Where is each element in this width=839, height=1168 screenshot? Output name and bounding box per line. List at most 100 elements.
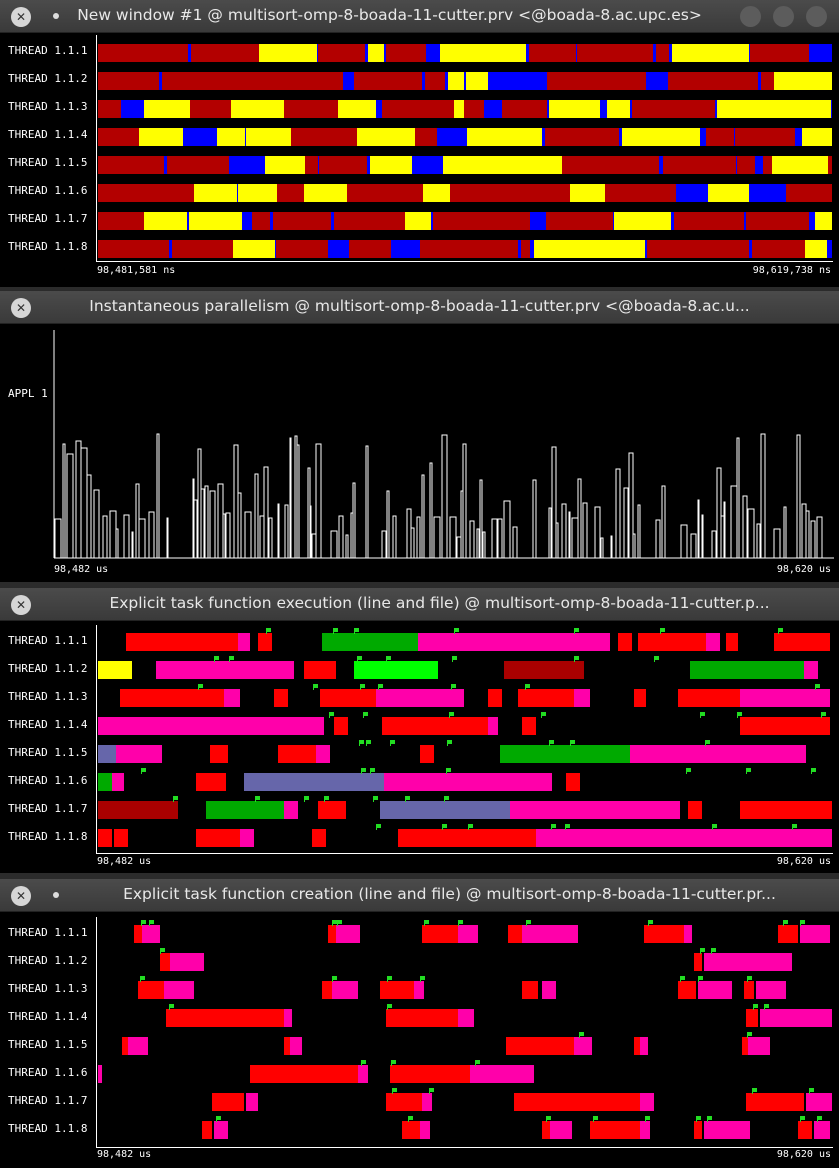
event-flag-icon xyxy=(266,628,271,632)
thread-label: THREAD 1.1.6 xyxy=(8,774,88,787)
titlebar[interactable]: ✕ New window #1 @ multisort-omp-8-boada-… xyxy=(0,0,839,33)
thread-lane[interactable] xyxy=(98,976,832,999)
thread-lane[interactable] xyxy=(98,212,832,230)
timeline-segment xyxy=(98,717,324,735)
close-button[interactable] xyxy=(806,6,827,27)
thread-lane[interactable] xyxy=(98,1088,832,1111)
thread-lane[interactable] xyxy=(98,768,832,791)
event-flag-icon xyxy=(361,1060,366,1064)
event-flag-icon xyxy=(747,1032,752,1036)
event-flag-icon xyxy=(376,824,381,828)
event-flag-icon xyxy=(332,920,337,924)
titlebar[interactable]: ✕ Instantaneous parallelism @ multisort-… xyxy=(0,291,839,324)
timeline-segment xyxy=(98,829,112,847)
thread-lane[interactable] xyxy=(98,44,832,62)
thread-lane[interactable] xyxy=(98,240,832,258)
timeline-segment xyxy=(566,773,580,791)
timeline-segment xyxy=(640,1037,648,1055)
thread-lane[interactable] xyxy=(98,1032,832,1055)
close-icon[interactable]: ✕ xyxy=(11,886,31,906)
parallelism-plot[interactable] xyxy=(2,324,837,564)
thread-lane[interactable] xyxy=(98,1060,832,1083)
thread-label: THREAD 1.1.5 xyxy=(8,1038,88,1051)
event-flag-icon xyxy=(255,796,260,800)
thread-lane[interactable] xyxy=(98,920,832,943)
timeline-segment xyxy=(332,981,358,999)
timeline-segment xyxy=(502,156,562,174)
thread-label: THREAD 1.1.6 xyxy=(8,1066,88,1079)
minimize-button[interactable] xyxy=(740,6,761,27)
timeline-segment xyxy=(488,717,498,735)
event-flag-icon xyxy=(429,1088,434,1092)
thread-lane[interactable] xyxy=(98,1004,832,1027)
timeline-segment xyxy=(706,633,720,651)
event-flag-icon xyxy=(707,1116,712,1120)
timeline-segment xyxy=(776,100,831,118)
timeline-area[interactable]: THREAD 1.1.1 THREAD 1.1.2 THREAD 1.1.3 T… xyxy=(2,33,837,287)
timeline-segment xyxy=(188,44,191,62)
timeline-segment xyxy=(405,212,431,230)
start-time: 98,482 us xyxy=(54,564,109,575)
timeline-segment xyxy=(422,72,425,90)
timeline-segment xyxy=(120,689,224,707)
timeline-segment xyxy=(818,44,832,62)
timeline-segment xyxy=(284,1037,290,1055)
thread-lane[interactable] xyxy=(98,656,832,679)
timeline-segment xyxy=(542,128,545,146)
dot-icon[interactable] xyxy=(53,892,59,898)
event-flag-icon xyxy=(458,920,463,924)
timeline-segment xyxy=(284,100,338,118)
thread-lane[interactable] xyxy=(98,948,832,971)
end-time: 98,620 us xyxy=(776,1149,831,1160)
close-icon[interactable]: ✕ xyxy=(11,298,31,318)
maximize-button[interactable] xyxy=(773,6,794,27)
timeline-segment xyxy=(632,100,665,118)
timeline-segment xyxy=(290,1037,302,1055)
parallelism-line xyxy=(54,433,834,559)
titlebar[interactable]: ✕ Explicit task function creation (line … xyxy=(0,879,839,912)
thread-lane[interactable] xyxy=(98,740,832,763)
dot-icon[interactable] xyxy=(53,13,59,19)
thread-label: THREAD 1.1.4 xyxy=(8,1010,88,1023)
close-icon[interactable]: ✕ xyxy=(11,595,31,615)
thread-lane[interactable] xyxy=(98,684,832,707)
thread-lane[interactable] xyxy=(98,628,832,651)
timeline-area[interactable]: THREAD 1.1.1 THREAD 1.1.2 THREAD 1.1.3 T… xyxy=(2,621,837,873)
thread-lane[interactable] xyxy=(98,156,832,174)
event-flag-icon xyxy=(778,628,783,632)
timeline-segment xyxy=(128,1037,148,1055)
end-time: 98,620 us xyxy=(776,856,831,867)
timeline-segment xyxy=(574,1037,592,1055)
timeline-segment xyxy=(694,1121,702,1139)
timeline-segment xyxy=(464,100,484,118)
thread-lane[interactable] xyxy=(98,184,832,202)
thread-lane[interactable] xyxy=(98,128,832,146)
timeline-segment xyxy=(376,689,464,707)
thread-lane[interactable] xyxy=(98,1116,832,1139)
thread-lane[interactable] xyxy=(98,796,832,819)
thread-label: THREAD 1.1.1 xyxy=(8,926,88,939)
timeline-segment xyxy=(425,72,445,90)
timeline-segment xyxy=(547,100,549,118)
timeline-segment xyxy=(756,981,786,999)
thread-label: THREAD 1.1.7 xyxy=(8,1094,88,1107)
timeline-segment xyxy=(126,633,238,651)
event-flag-icon xyxy=(475,1060,480,1064)
titlebar[interactable]: ✕ Explicit task function execution (line… xyxy=(0,588,839,621)
timeline-segment xyxy=(139,128,183,146)
thread-lane[interactable] xyxy=(98,712,832,735)
thread-lane[interactable] xyxy=(98,72,832,90)
timeline-area[interactable]: THREAD 1.1.1 THREAD 1.1.2 THREAD 1.1.3 T… xyxy=(2,912,837,1168)
thread-label: THREAD 1.1.3 xyxy=(8,982,88,995)
timeline-segment xyxy=(380,981,414,999)
plot-area[interactable]: APPL 1 98,482 us 98,620 us xyxy=(2,324,837,582)
timeline-segment xyxy=(159,100,190,118)
window-task-creation: ✕ Explicit task function creation (line … xyxy=(0,879,839,1168)
thread-lane[interactable] xyxy=(98,824,832,847)
timeline-segment xyxy=(196,829,240,847)
timeline-segment xyxy=(234,156,241,174)
thread-label: THREAD 1.1.2 xyxy=(8,662,88,675)
thread-lane[interactable] xyxy=(98,100,832,118)
timeline-segment xyxy=(529,72,532,90)
close-icon[interactable]: ✕ xyxy=(11,7,31,27)
